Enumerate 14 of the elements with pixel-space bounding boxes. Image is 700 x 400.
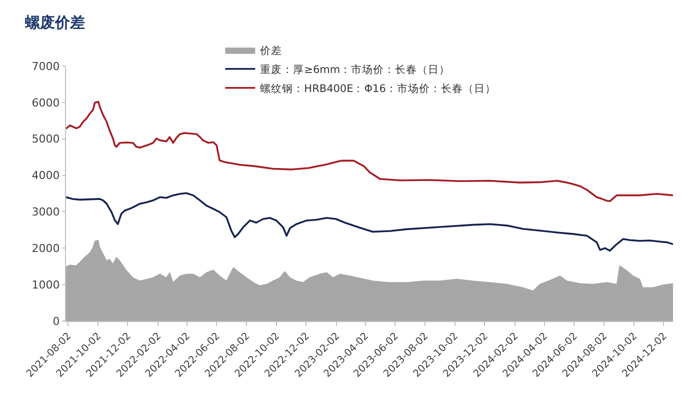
y-tick-label: 1000 xyxy=(32,278,60,292)
line-series xyxy=(66,192,673,252)
legend-label: 螺纹钢：HRB400E：Φ16：市场价：长春（日） xyxy=(260,82,496,95)
legend-label: 重废：厚≥6mm：市场价：长春（日） xyxy=(260,62,450,76)
y-tick-label: 3000 xyxy=(32,206,60,219)
y-tick-label: 0 xyxy=(52,314,60,328)
y-tick-label: 6000 xyxy=(32,96,60,110)
y-tick-label: 2000 xyxy=(32,242,60,255)
y-tick-label: 5000 xyxy=(32,132,60,146)
y-tick-label: 7000 xyxy=(32,60,60,73)
legend-label: 价差 xyxy=(259,44,282,57)
chart-title: 螺废价差 xyxy=(24,13,86,32)
line-series xyxy=(66,100,673,202)
y-tick-label: 4000 xyxy=(32,169,60,182)
